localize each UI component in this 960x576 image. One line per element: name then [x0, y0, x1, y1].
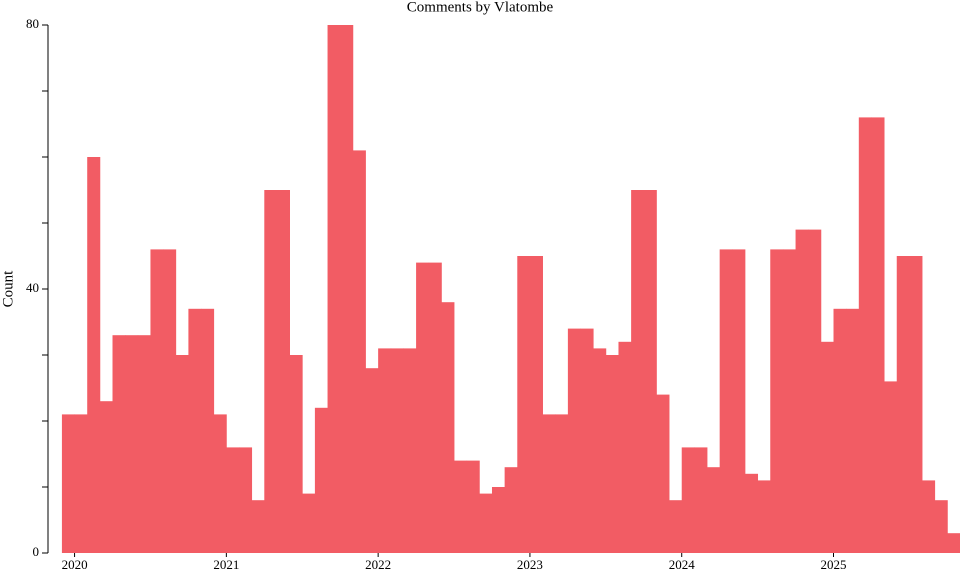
- bar: [744, 473, 759, 553]
- bar: [643, 190, 657, 553]
- bar: [605, 355, 619, 553]
- bar: [782, 249, 796, 553]
- bar: [378, 348, 392, 553]
- bar: [757, 480, 771, 553]
- bar: [441, 302, 455, 553]
- bar: [491, 487, 506, 553]
- bar: [934, 500, 948, 553]
- bar: [707, 467, 721, 553]
- bar: [150, 249, 164, 553]
- bar: [390, 348, 404, 553]
- bar: [61, 414, 75, 553]
- bar: [125, 335, 139, 553]
- bar: [618, 341, 632, 553]
- bar: [163, 249, 177, 553]
- bar: [681, 447, 695, 553]
- bar: [87, 157, 101, 553]
- y-tick-label: 0: [33, 544, 40, 559]
- bar: [947, 533, 960, 553]
- bar: [74, 414, 88, 553]
- bar: [770, 249, 784, 553]
- x-tick-label: 2021: [213, 557, 239, 572]
- bar: [555, 414, 569, 553]
- bar: [909, 256, 923, 553]
- x-tick-label: 2020: [62, 557, 88, 572]
- x-tick-label: 2024: [669, 557, 696, 572]
- bar: [188, 308, 202, 553]
- bar: [365, 368, 379, 553]
- x-tick-label: 2023: [517, 557, 543, 572]
- bar: [226, 447, 240, 553]
- bar: [580, 328, 594, 553]
- bar: [201, 308, 215, 553]
- bar: [314, 407, 328, 553]
- bar: [846, 308, 860, 553]
- bar: [896, 256, 910, 553]
- bar: [454, 460, 468, 553]
- bar: [656, 394, 670, 553]
- x-tick-label: 2022: [365, 557, 391, 572]
- bar: [239, 447, 253, 553]
- bar: [669, 500, 683, 553]
- bar: [213, 414, 227, 553]
- bar: [517, 256, 531, 553]
- bar: [922, 480, 936, 553]
- y-tick-label: 80: [26, 16, 39, 31]
- bar: [795, 229, 809, 553]
- bar: [137, 335, 151, 553]
- bar: [631, 190, 645, 553]
- bar: [808, 229, 822, 553]
- bar: [567, 328, 581, 553]
- bar: [327, 25, 341, 553]
- bar: [820, 341, 834, 553]
- bar: [340, 25, 354, 553]
- bar: [529, 256, 543, 553]
- bar: [858, 117, 872, 554]
- bar: [112, 335, 126, 553]
- bar: [99, 401, 113, 553]
- bar: [302, 493, 316, 553]
- bar: [466, 460, 480, 553]
- bar: [593, 348, 607, 553]
- bar: [251, 500, 265, 553]
- bar: [289, 355, 303, 553]
- bar: [479, 493, 493, 553]
- y-tick-label: 40: [26, 280, 39, 295]
- x-tick-label: 2025: [821, 557, 847, 572]
- bar: [732, 249, 746, 553]
- bar: [264, 190, 278, 553]
- bar: [833, 308, 847, 553]
- bar: [352, 150, 366, 553]
- bar: [416, 262, 430, 553]
- bar: [504, 467, 518, 553]
- bar: [403, 348, 417, 553]
- bar: [428, 262, 442, 553]
- bar: [694, 447, 708, 553]
- bar: [871, 117, 885, 554]
- y-axis-label: Count: [0, 270, 16, 308]
- bar: [884, 381, 898, 553]
- bar: [542, 414, 556, 553]
- bar: [175, 355, 189, 553]
- chart-title: Comments by Vlatombe: [407, 0, 554, 15]
- bar: [276, 190, 290, 553]
- bar: [719, 249, 733, 553]
